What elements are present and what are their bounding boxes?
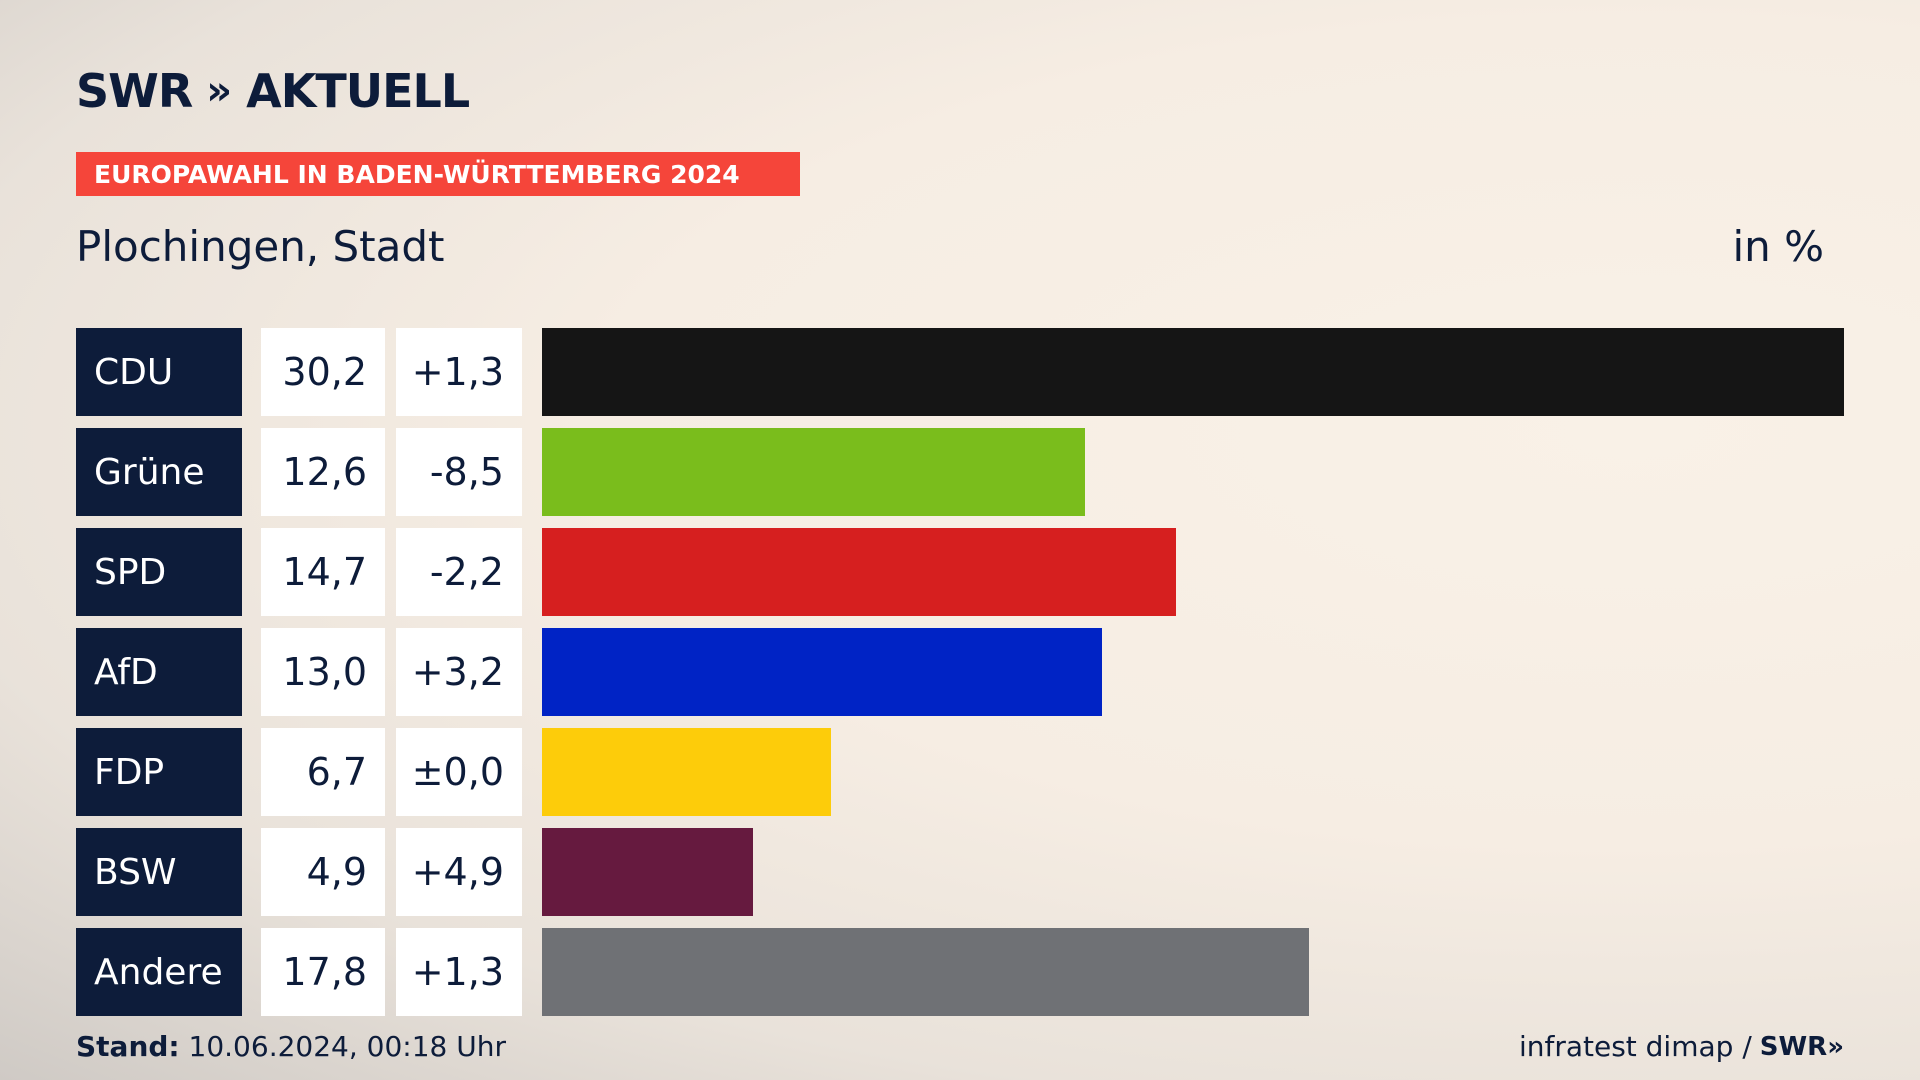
vote-share-label: 12,6 <box>261 428 385 516</box>
vote-share-label: 6,7 <box>261 728 385 816</box>
election-banner: EUROPAWAHL IN BADEN-WÜRTTEMBERG 2024 <box>76 152 800 196</box>
result-bar <box>542 828 753 916</box>
party-label: AfD <box>76 628 242 716</box>
result-row: SPD 14,7 -2,2 <box>76 528 1844 616</box>
change-label: +3,2 <box>396 628 522 716</box>
change-label: +1,3 <box>396 328 522 416</box>
result-row: Grüne 12,6 -8,5 <box>76 428 1844 516</box>
vote-share-label: 13,0 <box>261 628 385 716</box>
source-text: infratest dimap / <box>1518 1030 1752 1063</box>
swr-small-logo: SWR» <box>1759 1031 1844 1062</box>
result-bar <box>542 728 831 816</box>
stand-label: Stand: <box>76 1030 180 1063</box>
result-bar <box>542 928 1309 1016</box>
change-label: -2,2 <box>396 528 522 616</box>
footer-source: infratest dimap / SWR» <box>1519 1030 1844 1063</box>
result-bar <box>542 528 1176 616</box>
footer-timestamp: Stand: 10.06.2024, 00:18 Uhr <box>76 1030 506 1063</box>
result-bar <box>542 628 1102 716</box>
change-label: +1,3 <box>396 928 522 1016</box>
unit-label: in % <box>1732 222 1824 271</box>
vote-share-label: 14,7 <box>261 528 385 616</box>
party-label: Grüne <box>76 428 242 516</box>
swr-aktuell-logo: SWR » AKTUELL <box>76 64 470 118</box>
result-row: CDU 30,2 +1,3 <box>76 328 1844 416</box>
result-row: FDP 6,7 ±0,0 <box>76 728 1844 816</box>
logo-brand: SWR <box>76 64 193 118</box>
vote-share-label: 4,9 <box>261 828 385 916</box>
logo-name: AKTUELL <box>246 64 470 118</box>
party-label: BSW <box>76 828 242 916</box>
change-label: -8,5 <box>396 428 522 516</box>
party-label: CDU <box>76 328 242 416</box>
change-label: +4,9 <box>396 828 522 916</box>
change-label: ±0,0 <box>396 728 522 816</box>
result-row: AfD 13,0 +3,2 <box>76 628 1844 716</box>
result-row: BSW 4,9 +4,9 <box>76 828 1844 916</box>
chart-subtitle: Plochingen, Stadt <box>76 222 445 271</box>
party-label: Andere <box>76 928 242 1016</box>
stand-value: 10.06.2024, 00:18 Uhr <box>188 1030 506 1063</box>
party-label: FDP <box>76 728 242 816</box>
party-label: SPD <box>76 528 242 616</box>
vote-share-label: 30,2 <box>261 328 385 416</box>
result-bar <box>542 428 1085 516</box>
vote-share-label: 17,8 <box>261 928 385 1016</box>
result-row: Andere 17,8 +1,3 <box>76 928 1844 1016</box>
result-bar <box>542 328 1844 416</box>
logo-chevrons-icon: » <box>206 68 232 114</box>
